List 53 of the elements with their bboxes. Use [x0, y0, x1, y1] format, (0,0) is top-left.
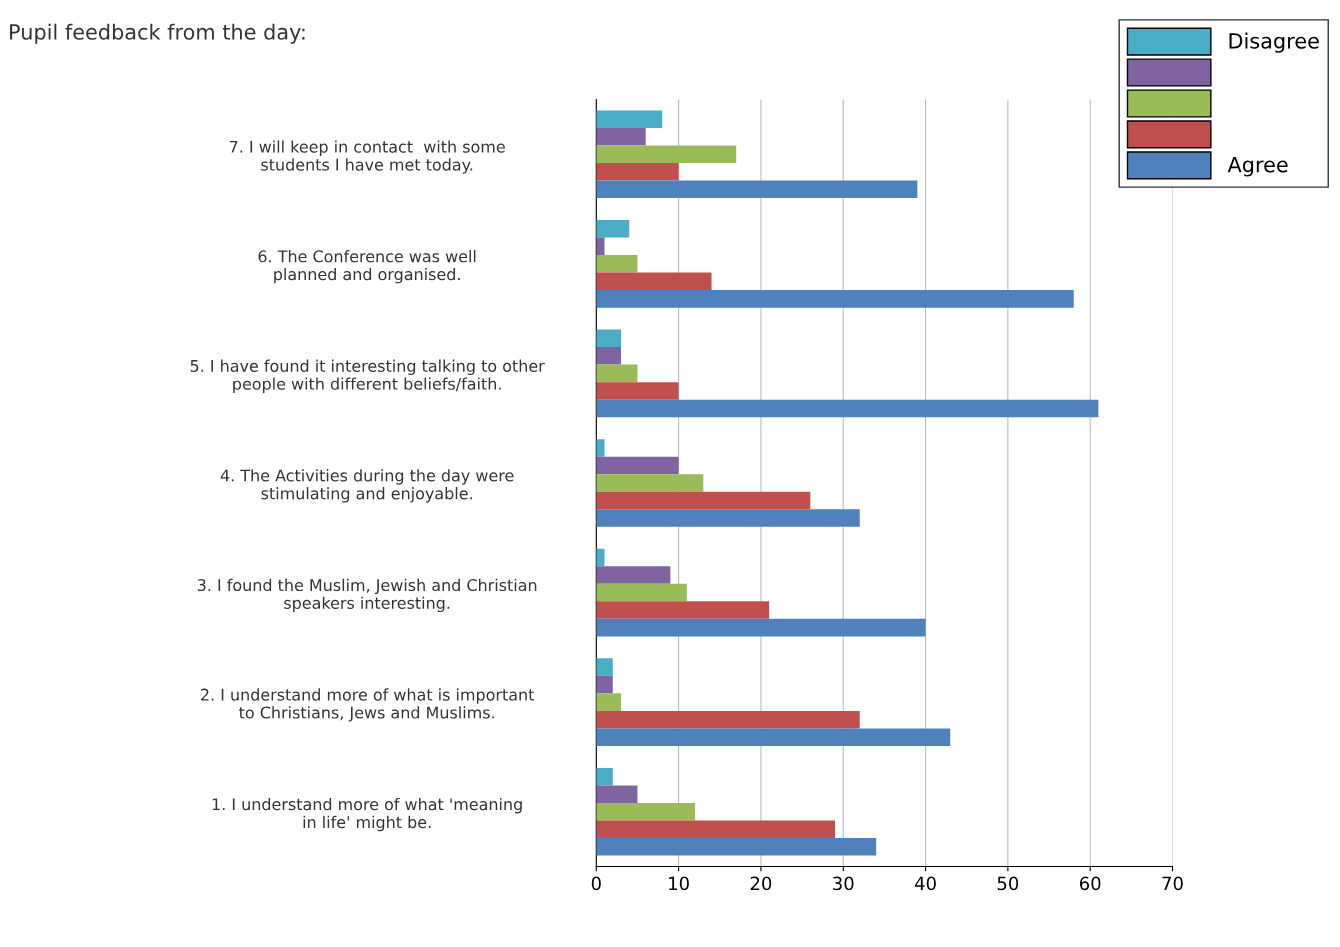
bar: [596, 785, 638, 803]
bar: [596, 566, 671, 584]
y-tick-label: 1. I understand more of what 'meaning in life' might be.: [212, 797, 522, 832]
y-tick-label: 3. I found the Muslim, Jewish and Christian speakers interesting.: [197, 578, 537, 613]
bar: [596, 364, 638, 383]
bar: [596, 162, 679, 181]
y-tick-label: 4. The Activities during the day were stimulating and enjoyable.: [220, 469, 514, 503]
x-tick-label: 30: [833, 876, 854, 891]
legend-label: Disagree: [1229, 32, 1319, 53]
bar: [596, 710, 860, 729]
bar: [596, 618, 926, 637]
x-tick-label: 50: [997, 876, 1019, 891]
y-tick-label: 5. I have found it interesting talking to other people with different beliefs/faith.: [190, 359, 545, 393]
bar: [596, 347, 621, 365]
x-tick-label: 0: [591, 876, 601, 891]
bar: [596, 329, 621, 348]
bar: [596, 820, 836, 839]
bar: [596, 767, 613, 786]
bar: [596, 382, 679, 400]
x-tick-label: 70: [1162, 876, 1183, 891]
bar: [596, 583, 687, 602]
bar: [596, 290, 1074, 308]
y-tick-label: 2. I understand more of what is important to Christians, Jews and Muslims.: [201, 688, 535, 722]
bar: [596, 658, 613, 676]
bar: [596, 399, 1099, 418]
bar: [596, 693, 621, 711]
bar: [596, 439, 605, 457]
bar: [596, 675, 613, 694]
bar: [596, 272, 712, 291]
bar: [596, 728, 951, 746]
y-tick-label: 6. The Conference was well planned and organised.: [258, 250, 476, 284]
bar: [596, 110, 663, 128]
x-tick-label: 40: [914, 876, 936, 891]
x-tick-label: 10: [669, 876, 689, 891]
x-tick-label: 60: [1079, 876, 1101, 891]
text: Pupil feedback from the day:: [10, 23, 305, 44]
y-tick-label: 7. I will keep in contact with some students I have met today.: [229, 140, 505, 174]
bar: [596, 491, 811, 510]
bar: [596, 180, 918, 199]
bar: [596, 509, 860, 527]
bar: [596, 474, 704, 492]
x-tick-label: 20: [750, 876, 772, 891]
bar: [596, 219, 630, 238]
bar: [596, 838, 877, 856]
bar: [596, 802, 696, 821]
bar: [596, 127, 646, 146]
bar: [596, 255, 638, 273]
bar: [596, 548, 605, 567]
bar: [596, 601, 770, 619]
bar: [596, 237, 605, 256]
bar: [596, 145, 737, 163]
legend-label: Agree: [1227, 156, 1288, 177]
bar: [596, 456, 679, 475]
